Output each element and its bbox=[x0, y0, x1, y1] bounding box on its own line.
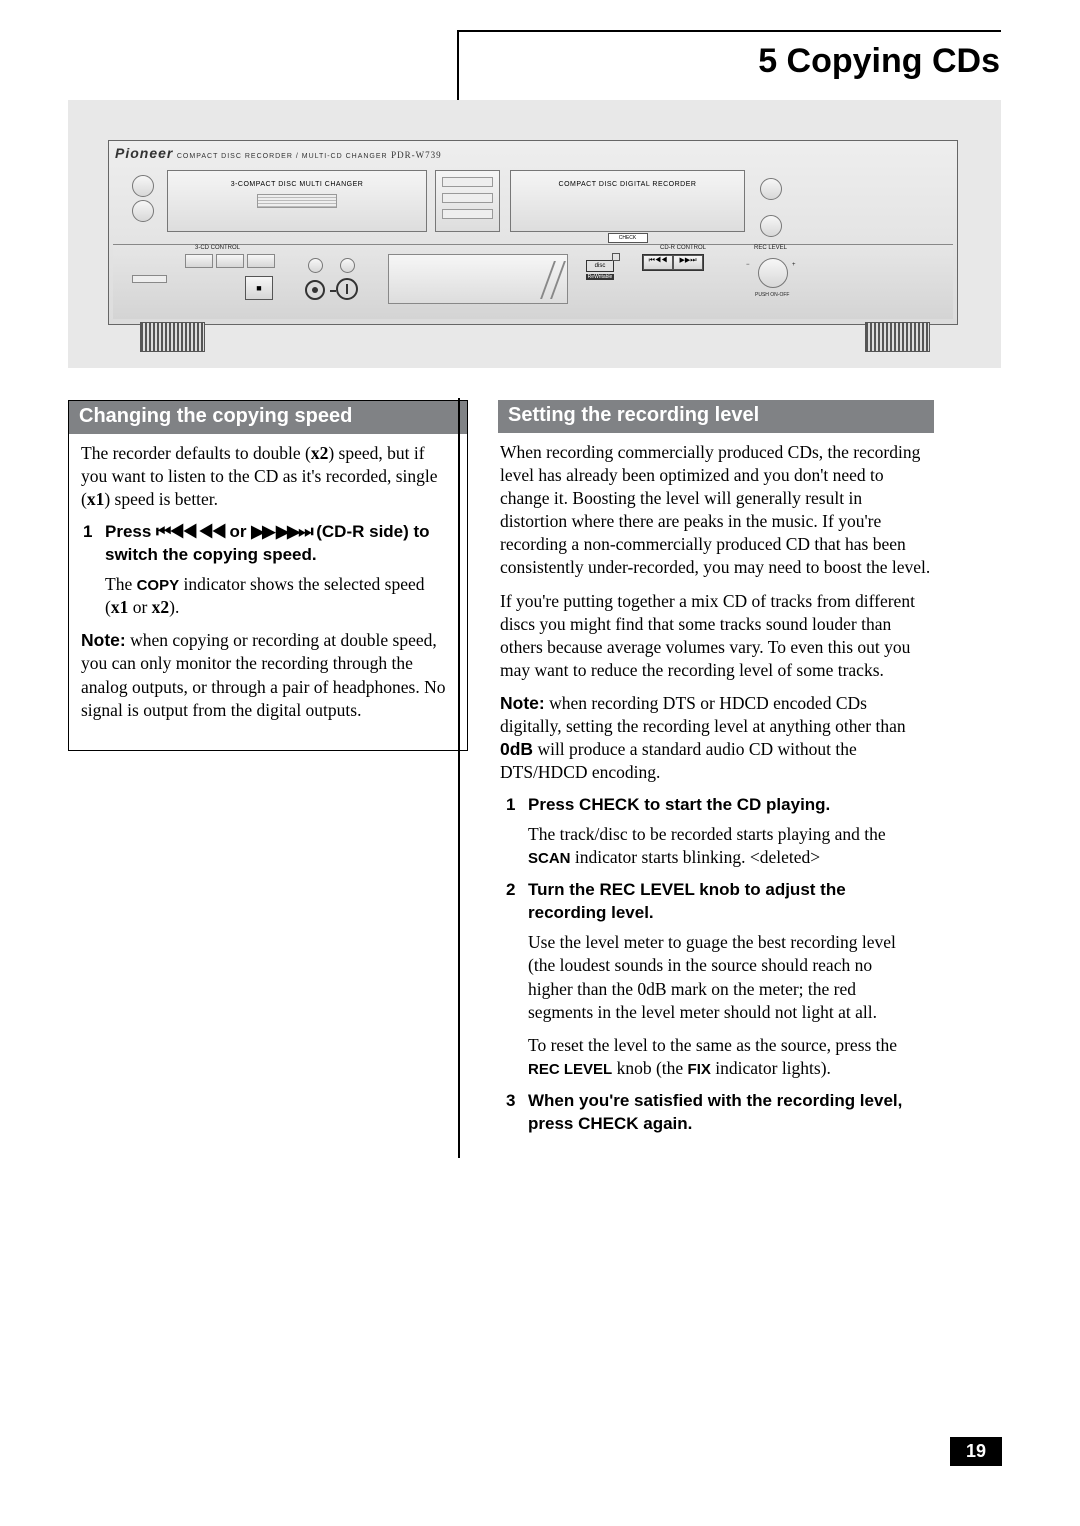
tray-middle bbox=[435, 170, 500, 232]
rec-level-label: REC LEVEL bbox=[754, 245, 787, 251]
slot-2 bbox=[442, 193, 493, 203]
display-window bbox=[388, 254, 568, 304]
round-button-3 bbox=[760, 178, 782, 200]
cdr-control-label: CD-R CONTROL bbox=[660, 245, 706, 251]
round-button-1 bbox=[132, 175, 154, 197]
right-step1-body: The track/disc to be recorded starts pla… bbox=[498, 823, 934, 869]
left-column: Changing the copying speed The recorder … bbox=[68, 400, 488, 751]
device-model: PDR-W739 bbox=[391, 150, 442, 160]
top-border-vertical bbox=[457, 30, 459, 100]
right-p2: If you're putting together a mix CD of t… bbox=[498, 590, 934, 682]
tray-left-label: 3-COMPACT DISC MULTI CHANGER bbox=[168, 181, 426, 188]
jog-link bbox=[330, 290, 336, 292]
right-step2-body2: To reset the level to the same as the so… bbox=[498, 1034, 934, 1080]
step-number: 3 bbox=[506, 1090, 515, 1113]
right-column: Setting the recording level When recordi… bbox=[498, 400, 934, 1142]
foot-right bbox=[865, 322, 930, 352]
left-step1-body: The COPY indicator shows the selected sp… bbox=[69, 573, 467, 619]
device-top-label: Pioneer COMPACT DISC RECORDER / MULTI-CD… bbox=[115, 145, 951, 161]
right-step2: 2 Turn the REC LEVEL knob to adjust the … bbox=[498, 879, 934, 925]
chapter-title: 5 Copying CDs bbox=[758, 42, 1000, 81]
push-label: PUSH ON-OFF bbox=[755, 292, 789, 298]
center-divider bbox=[458, 398, 460, 1158]
step-number: 2 bbox=[506, 879, 515, 902]
minus-label: − bbox=[746, 262, 750, 268]
round-button-4 bbox=[760, 215, 782, 237]
tray-right: COMPACT DISC DIGITAL RECORDER CHECK bbox=[510, 170, 745, 232]
tray-vent-icon bbox=[257, 194, 337, 208]
slot-1 bbox=[442, 177, 493, 187]
power-switch bbox=[132, 275, 167, 283]
right-p1: When recording commercially produced CDs… bbox=[498, 441, 934, 580]
page-number-badge: 19 bbox=[950, 1437, 1002, 1466]
step-number: 1 bbox=[83, 521, 92, 544]
right-note: Note: when recording DTS or HDCD encoded… bbox=[498, 692, 934, 784]
slot-3 bbox=[442, 209, 493, 219]
compact-disc-logo: disc ReWritable bbox=[586, 260, 614, 288]
left-step1: 1 Press ⏮◀◀ ◀◀ or ▶▶ ▶▶⏭ (CD-R side) to … bbox=[69, 521, 467, 567]
rec-level-knob bbox=[758, 258, 788, 288]
jog-1 bbox=[305, 280, 325, 300]
cd-control-label: 3-CD CONTROL bbox=[195, 245, 240, 251]
step-number: 1 bbox=[506, 794, 515, 817]
device-subtitle: COMPACT DISC RECORDER / MULTI-CD CHANGER bbox=[177, 153, 388, 160]
small-round-1 bbox=[308, 258, 323, 273]
cdr-control-buttons: ⏮◀◀ ▶▶⏭ bbox=[642, 254, 704, 271]
jog-2 bbox=[336, 278, 358, 300]
plus-label: + bbox=[792, 262, 796, 268]
left-box: Changing the copying speed The recorder … bbox=[68, 400, 468, 751]
right-step2-body1: Use the level meter to guage the best re… bbox=[498, 931, 934, 1023]
tray-right-label: COMPACT DISC DIGITAL RECORDER bbox=[511, 181, 744, 188]
round-button-2 bbox=[132, 200, 154, 222]
small-round-2 bbox=[340, 258, 355, 273]
prev-icons: ⏮◀◀ ◀◀ bbox=[156, 522, 225, 541]
tray-left: 3-COMPACT DISC MULTI CHANGER bbox=[167, 170, 427, 232]
foot-left bbox=[140, 322, 205, 352]
brand-logo: Pioneer bbox=[115, 145, 173, 161]
right-header: Setting the recording level bbox=[498, 400, 934, 433]
right-step1: 1 Press CHECK to start the CD playing. bbox=[498, 794, 934, 817]
top-border-horizontal bbox=[457, 30, 1001, 32]
indicator-light bbox=[612, 253, 620, 261]
left-p1: The recorder defaults to double (x2) spe… bbox=[69, 442, 467, 511]
stop-button: ■ bbox=[245, 276, 273, 300]
cd-control-buttons bbox=[185, 254, 275, 268]
check-button: CHECK bbox=[608, 233, 648, 243]
right-step3: 3 When you're satisfied with the recordi… bbox=[498, 1090, 934, 1136]
left-header: Changing the copying speed bbox=[69, 401, 467, 434]
next-icons: ▶▶ ▶▶⏭ bbox=[251, 522, 311, 541]
left-note: Note: when copying or recording at doubl… bbox=[69, 629, 467, 721]
